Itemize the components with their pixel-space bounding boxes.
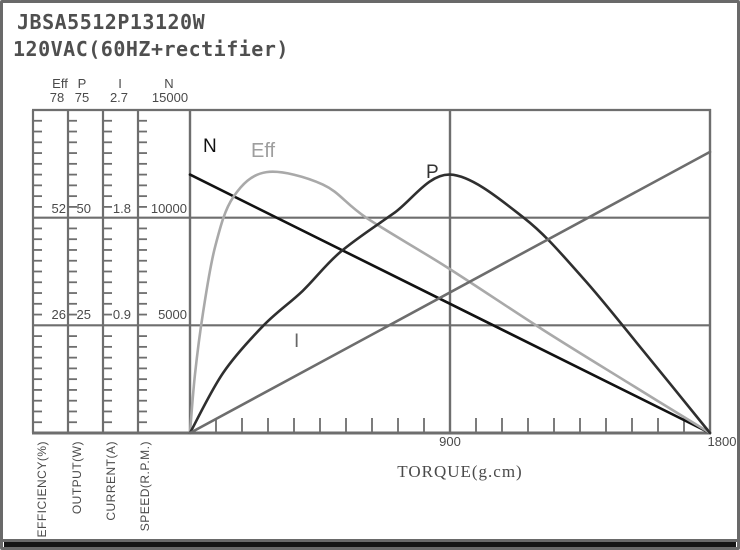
card-bottom-shadow (4, 542, 736, 547)
axis-mid-i: 1.8 (112, 201, 131, 216)
axis-low-n: 5000 (158, 307, 187, 322)
x-tick-1800: 1800 (707, 434, 737, 449)
curve-i (188, 150, 712, 435)
chart-subtitle: 120VAC(60HZ+rectifier) (13, 37, 289, 61)
chart-title: JBSA5512P13120W (17, 10, 206, 34)
curve-p (188, 173, 712, 435)
card-bottom-border (3, 539, 737, 542)
curve-label-speed: N (203, 136, 217, 157)
x-tick-900: 900 (439, 434, 461, 449)
axis-max-n: 15000 (151, 90, 189, 105)
axis-series-n: N (164, 76, 174, 91)
axis-max-eff: 78 (49, 90, 65, 105)
axis-low-p: 25 (76, 307, 91, 322)
axis-title-speed: SPEED(R.P.M.) (138, 441, 152, 532)
curve-eff (188, 170, 712, 435)
chart-canvas (31, 108, 712, 435)
curve-n (188, 173, 712, 435)
axis-title-efficiency: EFFICIENCY(%) (35, 441, 49, 538)
curve-label-output: P (426, 162, 439, 183)
axis-low-i: 0.9 (112, 307, 131, 322)
axis-max-i: 2.7 (109, 90, 129, 105)
axis-mid-eff: 52 (51, 201, 66, 216)
curve-label-efficiency: Eff (251, 140, 276, 162)
curve-label-current: I (294, 331, 300, 352)
axis-series-p: P (77, 76, 87, 91)
axis-title-current: CURRENT(A) (104, 441, 118, 521)
axis-mid-n: 10000 (150, 201, 187, 216)
axis-mid-p: 50 (76, 201, 91, 216)
axis-low-eff: 26 (51, 307, 66, 322)
axis-series-eff: Eff (52, 76, 68, 91)
axis-series-i: I (118, 76, 122, 91)
axis-title-output: OUTPUT(W) (70, 441, 84, 515)
x-axis-title: TORQUE(g.cm) (397, 462, 523, 481)
axis-max-p: 75 (74, 90, 90, 105)
